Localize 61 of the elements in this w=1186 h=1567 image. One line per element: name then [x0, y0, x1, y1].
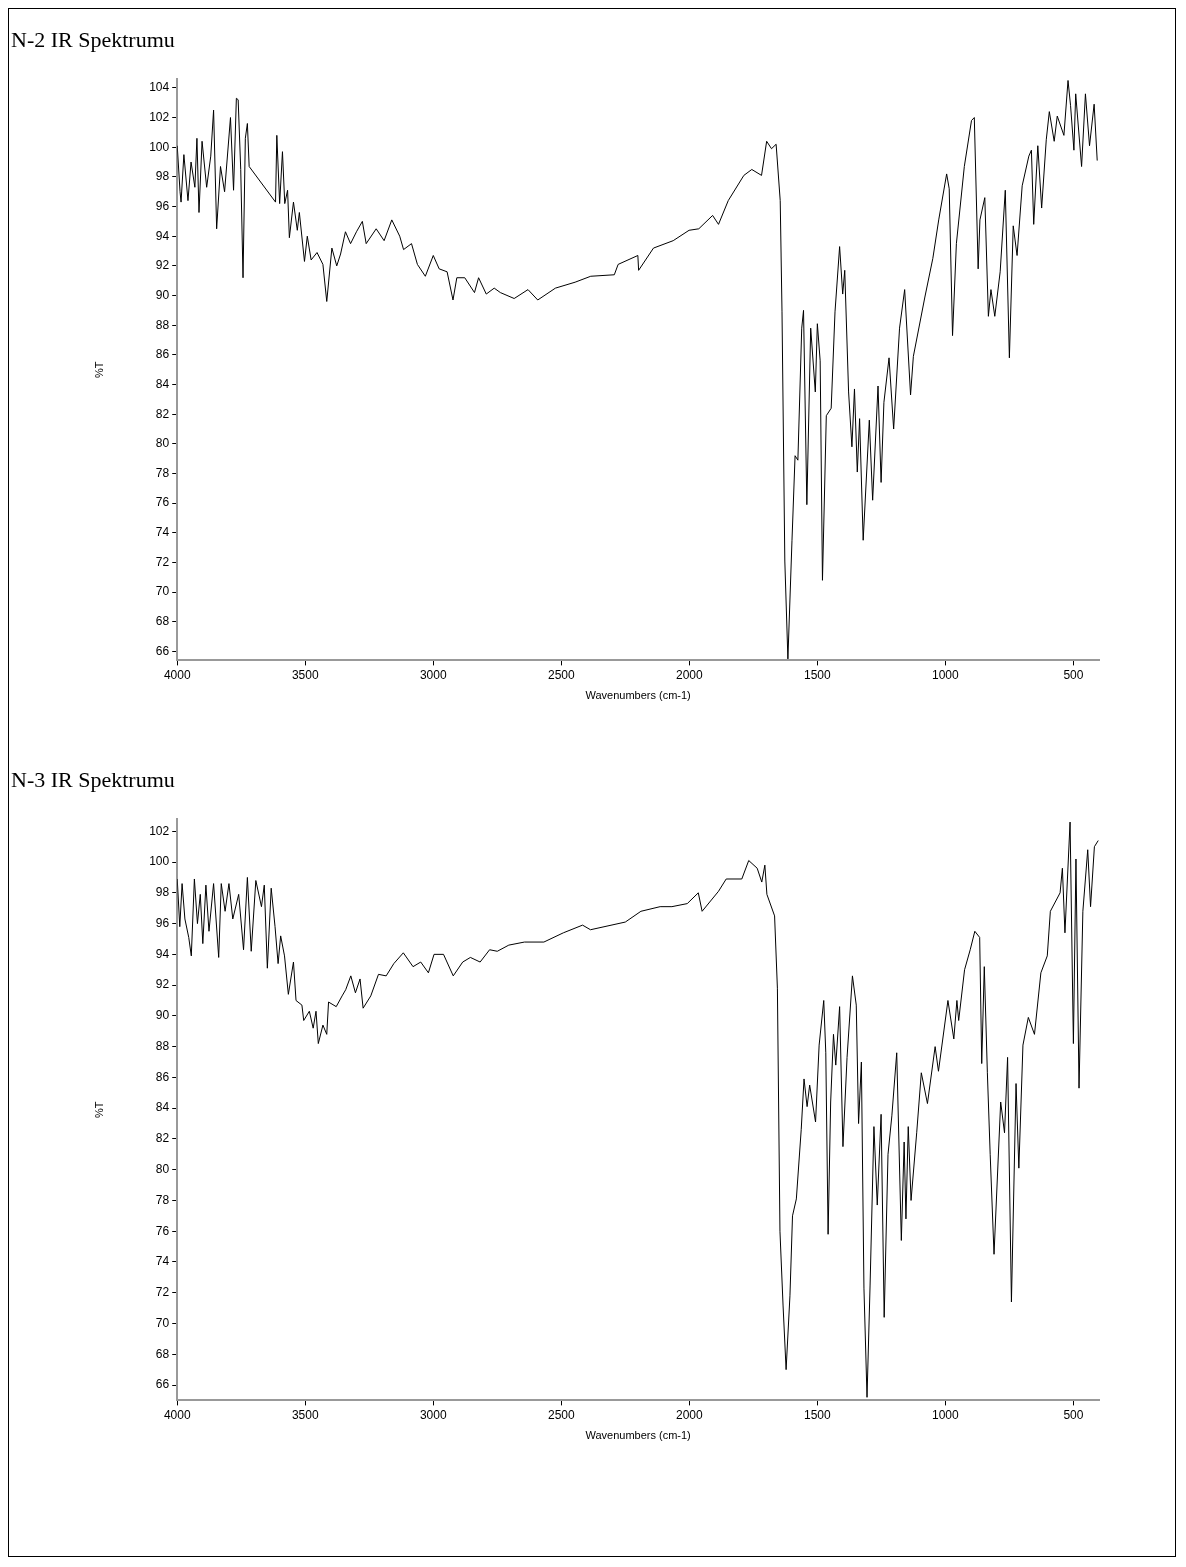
x-tick-label: 1000: [932, 667, 960, 682]
y-tick-label: 96: [155, 915, 170, 930]
y-tick-label: 68: [155, 1346, 170, 1361]
y-tick-label: 74: [155, 1254, 170, 1269]
y-tick-label: 66: [155, 1377, 170, 1392]
y-axis-title: %T: [92, 1101, 105, 1118]
y-tick-label: 100: [149, 139, 170, 154]
x-tick-label: 2500: [547, 1407, 575, 1422]
y-tick-label: 86: [155, 347, 170, 362]
x-tick-label: 4000: [163, 1407, 191, 1422]
y-axis-title: %T: [92, 361, 105, 378]
y-tick-label: 92: [155, 977, 170, 992]
x-tick-label: 1500: [803, 667, 832, 682]
y-tick-label: 92: [155, 258, 170, 273]
x-tick-label: 3000: [419, 1407, 447, 1422]
y-tick-label: 100: [149, 854, 170, 869]
y-tick-label: 76: [155, 1223, 170, 1238]
y-tick-label: 102: [149, 823, 170, 838]
y-tick-label: 98: [155, 169, 170, 184]
y-tick-label: 94: [155, 946, 170, 961]
x-tick-label: 3500: [291, 667, 319, 682]
y-tick-label: 80: [155, 436, 170, 451]
x-tick-label: 1000: [932, 1407, 960, 1422]
y-tick-label: 90: [155, 287, 170, 302]
x-axis-title: Wavenumbers (cm-1): [585, 689, 691, 702]
y-tick-label: 66: [155, 643, 170, 658]
y-tick-label: 96: [155, 198, 170, 213]
x-tick-label: 500: [1063, 667, 1084, 682]
y-tick-label: 78: [155, 465, 170, 480]
x-tick-label: 3500: [291, 1407, 319, 1422]
x-axis-title: Wavenumbers (cm-1): [585, 1429, 691, 1442]
x-tick-label: 500: [1063, 1407, 1084, 1422]
chart-title: N-2 IR Spektrumu: [10, 26, 176, 54]
y-tick-label: 98: [155, 885, 170, 900]
x-tick-label: 2500: [547, 667, 575, 682]
y-tick-label: 102: [149, 109, 170, 124]
y-tick-label: 82: [155, 1131, 170, 1146]
y-tick-label: 74: [155, 525, 170, 540]
y-tick-label: 80: [155, 1162, 170, 1176]
x-tick-label: 4000: [163, 667, 191, 682]
y-tick-label: 72: [155, 1285, 170, 1300]
y-tick-label: 88: [155, 1038, 170, 1053]
y-tick-label: 86: [155, 1069, 170, 1084]
y-tick-label: 76: [155, 495, 170, 510]
y-tick-label: 68: [155, 614, 170, 629]
y-tick-label: 104: [149, 80, 170, 95]
x-tick-label: 2000: [675, 1407, 703, 1422]
x-tick-label: 3000: [419, 667, 447, 682]
y-tick-label: 84: [155, 1100, 170, 1115]
y-tick-label: 82: [155, 406, 170, 421]
y-tick-label: 72: [155, 554, 170, 569]
y-tick-label: 70: [155, 584, 170, 599]
y-tick-label: 70: [155, 1315, 170, 1330]
y-tick-label: 88: [155, 317, 170, 332]
y-tick-label: 78: [155, 1192, 170, 1207]
x-tick-label: 1500: [803, 1407, 832, 1422]
y-tick-label: 90: [155, 1008, 170, 1023]
y-tick-label: 84: [155, 376, 170, 391]
x-tick-label: 2000: [675, 667, 703, 682]
y-tick-label: 94: [155, 228, 170, 243]
chart-title: N-3 IR Spektrumu: [10, 766, 176, 794]
